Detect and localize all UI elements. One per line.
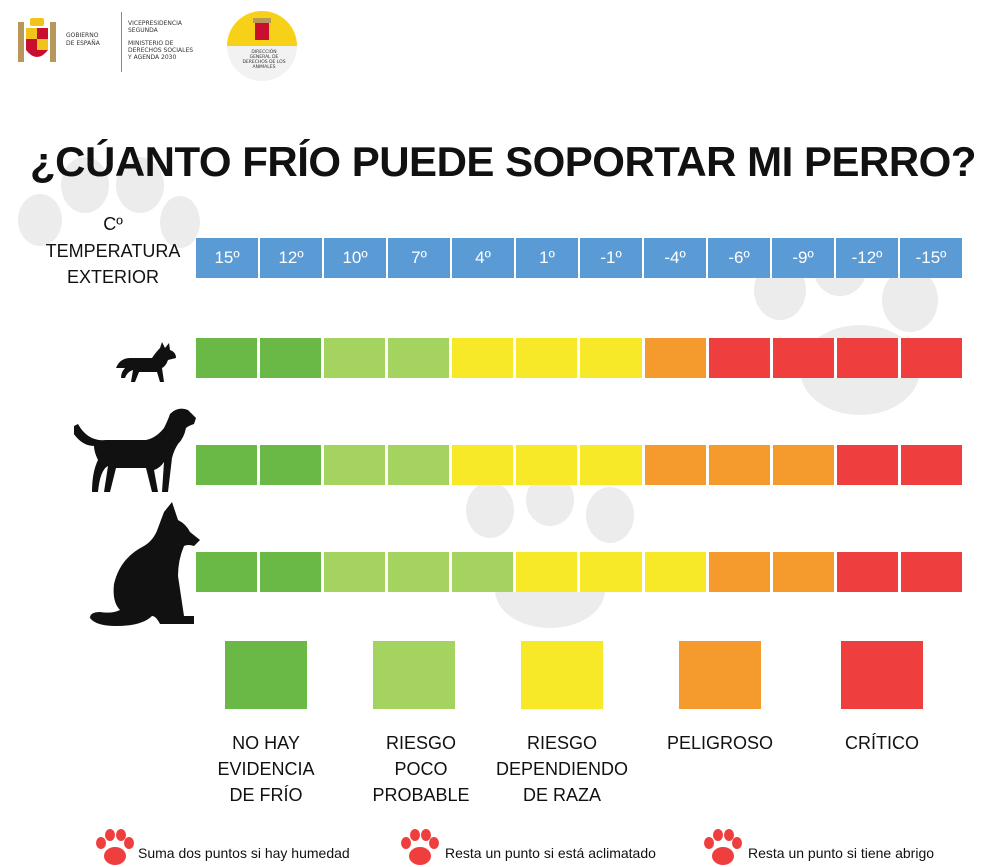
risk-cell xyxy=(324,552,389,592)
risk-cell xyxy=(196,552,261,592)
risk-cell xyxy=(836,445,901,485)
paw-icon xyxy=(704,829,742,865)
risk-cell xyxy=(580,552,645,592)
ministry-line1: VICEPRESIDENCIA xyxy=(128,20,182,27)
temperature-cell: -6º xyxy=(708,238,772,278)
legend-label-dangerous: PELIGROSO xyxy=(666,733,774,753)
risk-cell xyxy=(708,445,773,485)
legend-swatch-low-risk xyxy=(373,641,455,709)
risk-cell xyxy=(260,338,325,378)
risk-cell xyxy=(516,445,581,485)
risk-cell xyxy=(772,445,837,485)
risk-cell xyxy=(772,338,837,378)
risk-cell xyxy=(644,445,709,485)
risk-cell xyxy=(580,338,645,378)
risk-cell xyxy=(900,445,962,485)
temp-unit: Cº xyxy=(103,214,123,234)
ministry-line3: MINISTERIO DE xyxy=(128,40,174,47)
large-dog-icon xyxy=(90,502,200,626)
risk-cell xyxy=(388,552,453,592)
legend-label-breed-risk: RIESGO DEPENDIENDO DE RAZA xyxy=(495,733,629,805)
risk-row-large-dog xyxy=(196,552,962,592)
risk-cell xyxy=(708,552,773,592)
temperature-cell: -4º xyxy=(644,238,708,278)
risk-cell xyxy=(772,552,837,592)
risk-cell xyxy=(324,338,389,378)
badge-line4: ANIMALES xyxy=(252,65,276,70)
risk-cell xyxy=(452,552,517,592)
badge-line1: DIRECCIÓN xyxy=(251,50,277,55)
risk-cell xyxy=(260,552,325,592)
gov-line2: DE ESPAÑA xyxy=(66,40,100,47)
temperature-cell: 12º xyxy=(260,238,324,278)
temperature-cell: 1º xyxy=(516,238,580,278)
risk-cell xyxy=(516,338,581,378)
legend-swatch-dangerous xyxy=(679,641,761,709)
risk-cell xyxy=(388,338,453,378)
temperature-cell: -15º xyxy=(900,238,962,278)
temperature-cell: -9º xyxy=(772,238,836,278)
legend-swatch-breed-risk xyxy=(521,641,603,709)
legend-swatch-critical xyxy=(841,641,923,709)
risk-cell xyxy=(708,338,773,378)
risk-cell xyxy=(324,445,389,485)
coat-of-arms-icon xyxy=(18,18,56,62)
header: GOBIERNO DE ESPAÑA VICEPRESIDENCIA SEGUN… xyxy=(0,0,992,100)
risk-cell xyxy=(452,338,517,378)
background-paw-icon xyxy=(18,157,200,248)
risk-row-medium-dog xyxy=(196,445,962,485)
temperature-cell: -12º xyxy=(836,238,900,278)
badge-line3: DERECHOS DE LOS xyxy=(242,60,286,65)
legend-label-low-risk: RIESGO POCO PROBABLE xyxy=(372,733,470,805)
risk-cell xyxy=(196,445,261,485)
risk-cell xyxy=(580,445,645,485)
risk-cell xyxy=(644,552,709,592)
legend-label-no-risk: NO HAY EVIDENCIA DE FRÍO xyxy=(217,733,315,805)
risk-cell xyxy=(452,445,517,485)
risk-cell xyxy=(836,338,901,378)
temp-label-line1: TEMPERATURA xyxy=(45,241,181,261)
temperature-cell: 7º xyxy=(388,238,452,278)
badge-logo-icon xyxy=(227,11,297,81)
page-title: ¿CÚANTO FRÍO PUEDE SOPORTAR MI PERRO? xyxy=(30,138,976,185)
temperature-cell: 10º xyxy=(324,238,388,278)
temp-label-line2: EXTERIOR xyxy=(66,267,159,287)
small-dog-icon xyxy=(116,342,176,382)
ministry-line4: DERECHOS SOCIALES xyxy=(128,47,194,54)
risk-cell xyxy=(900,552,962,592)
footnote-acclimated: Resta un punto si está aclimatado xyxy=(445,845,656,861)
paw-icon xyxy=(96,829,134,865)
temperature-row: 15º 12º 10º 7º 4º 1º -1º -4º -6º -9º -12º -15º xyxy=(196,238,962,278)
header-divider xyxy=(121,12,122,72)
footnote-humidity: Suma dos puntos si hay humedad xyxy=(138,845,350,861)
legend-swatch-no-risk xyxy=(225,641,307,709)
temperature-cell: 15º xyxy=(196,238,260,278)
risk-cell xyxy=(388,445,453,485)
risk-cell xyxy=(260,445,325,485)
ministry-line2: SEGUNDA xyxy=(128,27,158,34)
risk-cell xyxy=(644,338,709,378)
temperature-cell: -1º xyxy=(580,238,644,278)
risk-cell xyxy=(516,552,581,592)
risk-cell xyxy=(900,338,962,378)
paw-icon xyxy=(401,829,439,865)
risk-row-small-dog xyxy=(196,338,962,378)
risk-cell xyxy=(196,338,261,378)
badge-line2: GENERAL DE xyxy=(249,55,279,60)
temperature-cell: 4º xyxy=(452,238,516,278)
gov-line1: GOBIERNO xyxy=(66,32,99,39)
risk-cell xyxy=(836,552,901,592)
footnote-coat: Resta un punto si tiene abrigo xyxy=(748,845,935,861)
legend-label-critical: CRÍTICO xyxy=(845,733,919,753)
medium-dog-icon xyxy=(74,408,196,492)
ministry-line5: Y AGENDA 2030 xyxy=(128,54,177,61)
